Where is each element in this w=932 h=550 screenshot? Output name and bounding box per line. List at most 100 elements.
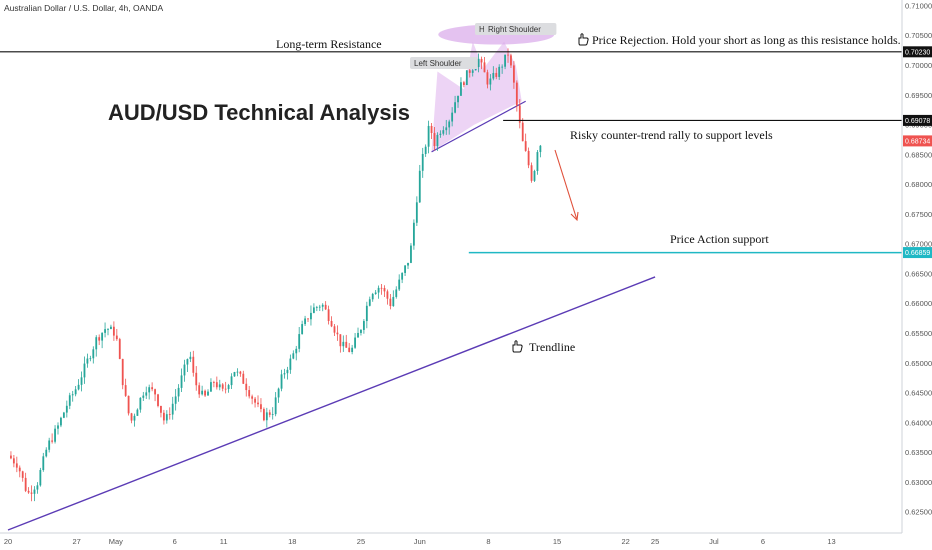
candle-body	[42, 456, 45, 471]
current-price-tag-bg	[903, 135, 932, 147]
support-price-tag-bg	[903, 247, 932, 259]
candle-body	[174, 396, 177, 404]
current-price-tag: 0.68734	[905, 138, 930, 145]
candle-body	[351, 347, 354, 352]
candle-body	[151, 387, 154, 390]
candle-body	[471, 70, 474, 73]
neckline-price-tag-bg	[903, 114, 932, 126]
candle-body	[327, 309, 330, 321]
candle-body	[145, 392, 148, 396]
candle-body	[501, 66, 504, 68]
candle-body	[445, 127, 448, 131]
y-tick-label: 0.67000	[905, 240, 932, 249]
x-axis[interactable]: 20 27 May 6 11 18 25 Jun 8 15 22 25 Jul 6 13	[0, 532, 902, 546]
candle-body	[130, 413, 133, 421]
candle-body	[60, 417, 62, 426]
candle-body	[321, 304, 324, 307]
x-tick-label: 25	[357, 537, 365, 546]
left-shoulder-tag-box	[410, 57, 478, 69]
candle-body	[248, 390, 251, 397]
candle-body	[277, 388, 280, 398]
candle-body	[180, 375, 183, 388]
candle-body	[477, 58, 480, 68]
candle-body	[230, 376, 233, 386]
candle-body	[404, 265, 406, 273]
candle-body	[168, 414, 171, 415]
candle-body	[54, 428, 56, 442]
candle-body	[460, 82, 462, 96]
candle-body	[368, 299, 371, 306]
candle-body	[107, 329, 109, 330]
y-tick-label: 0.69500	[905, 91, 932, 100]
candle-body	[10, 455, 12, 459]
candle-body	[204, 390, 206, 396]
candle-body	[112, 326, 115, 336]
candle-body	[157, 394, 159, 406]
candle-body	[410, 245, 412, 263]
candle-body	[39, 470, 42, 486]
candle-body	[92, 349, 95, 359]
candle-body	[518, 105, 521, 123]
candle-body	[57, 425, 59, 429]
left-shoulder-tag: Left Shoulder	[414, 59, 462, 68]
candle-body	[536, 152, 539, 171]
candle-body	[186, 359, 189, 365]
x-tick-label: 11	[220, 537, 228, 546]
x-tick-label: 20	[4, 537, 12, 546]
candle-body	[398, 279, 401, 290]
candle-body	[365, 305, 368, 322]
symbol-title: Australian Dollar / U.S. Dollar, 4h, OAN…	[4, 3, 164, 13]
candle-body	[165, 414, 168, 421]
candle-body	[65, 405, 68, 413]
annotations: Long-term Resistance Price Rejection. Hol…	[276, 23, 901, 354]
trendline	[7, 276, 656, 531]
resistance-price-tag-bg	[903, 46, 932, 58]
candle-body	[345, 341, 348, 348]
candle-body	[257, 402, 259, 405]
candle-body	[251, 396, 254, 399]
candle-body	[507, 54, 509, 56]
candle-body	[274, 397, 277, 415]
neckline-price-tag: 0.69078	[905, 118, 930, 125]
counter-trend-note: Risky counter-trend rally to support lev…	[570, 128, 773, 142]
candle-body	[354, 337, 356, 348]
candle-body	[148, 387, 151, 393]
candle-body	[233, 372, 236, 377]
candle-body	[139, 397, 142, 410]
candle-body	[142, 395, 145, 398]
candle-body	[18, 467, 21, 472]
candle-body	[407, 262, 409, 266]
support-label: Price Action support	[670, 232, 769, 246]
candle-body	[448, 121, 451, 128]
candle-body	[307, 318, 309, 320]
candle-body	[527, 150, 530, 166]
y-tick-label: 0.66000	[905, 299, 932, 308]
candle-body	[283, 373, 286, 375]
candle-body	[227, 385, 230, 390]
x-tick-label: 6	[761, 537, 765, 546]
y-tick-label: 0.65000	[905, 359, 932, 368]
candle-body	[304, 318, 306, 325]
candle-body	[254, 398, 256, 403]
down-arrow-head	[570, 211, 579, 222]
candle-body	[439, 133, 442, 135]
candle-body	[315, 307, 318, 308]
y-axis[interactable]: 0.62500 0.63000 0.63500 0.64000 0.64500 0.650…	[901, 0, 932, 550]
candle-body	[360, 329, 362, 333]
candle-body	[339, 334, 342, 347]
candle-body	[24, 477, 27, 491]
candle-body	[51, 440, 54, 442]
chart-title: AUD/USD Technical Analysis	[108, 100, 410, 125]
candle-body	[201, 390, 204, 395]
x-tick-label: 8	[486, 537, 490, 546]
y-tick-label: 0.65500	[905, 329, 932, 338]
candle-body	[95, 337, 98, 350]
candle-body	[71, 394, 74, 396]
candle-body	[401, 272, 404, 280]
candle-body	[483, 62, 486, 73]
candle-body	[212, 382, 215, 383]
candle-body	[312, 307, 315, 313]
candle-body	[286, 369, 289, 374]
rejection-note: Price Rejection. Hold your short as long…	[592, 33, 901, 47]
